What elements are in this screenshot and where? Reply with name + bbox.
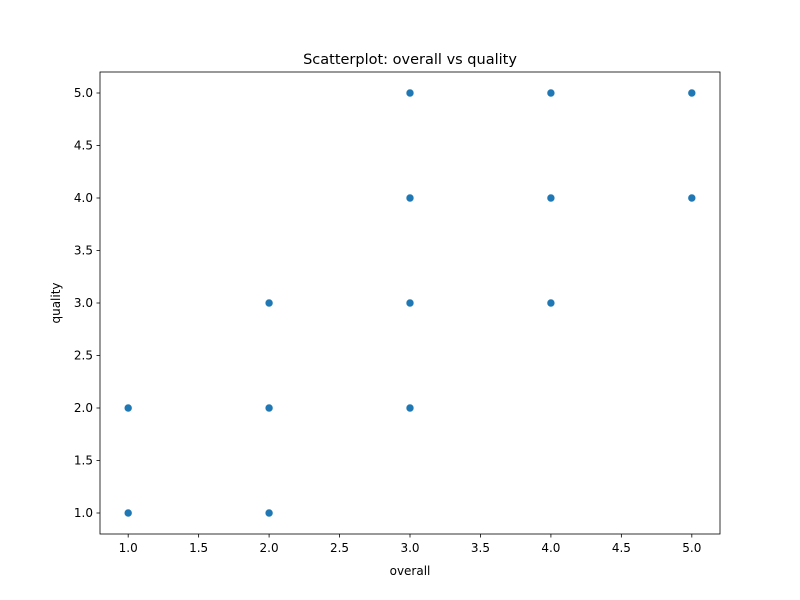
- x-tick-label: 3.5: [471, 541, 490, 555]
- x-tick-label: 1.5: [189, 541, 208, 555]
- y-tick-label: 4.0: [74, 191, 93, 205]
- data-point: [687, 193, 697, 203]
- y-axis-ticks: 1.0 1.5 2.0 2.5 3.0 3.5 4.0 4.5 5.0: [74, 86, 100, 520]
- data-point: [123, 403, 133, 413]
- data-point: [405, 298, 415, 308]
- x-tick-label: 2.5: [330, 541, 349, 555]
- x-tick-label: 3.0: [400, 541, 419, 555]
- data-point: [546, 298, 556, 308]
- x-tick-label: 5.0: [682, 541, 701, 555]
- x-tick-label: 4.0: [541, 541, 560, 555]
- data-point: [264, 403, 274, 413]
- chart-title: Scatterplot: overall vs quality: [303, 52, 517, 68]
- data-point: [405, 193, 415, 203]
- x-tick-label: 4.5: [612, 541, 631, 555]
- y-tick-label: 3.5: [74, 244, 93, 258]
- x-axis-ticks: 1.0 1.5 2.0 2.5 3.0 3.5 4.0 4.5 5.0: [119, 534, 701, 555]
- y-tick-label: 2.5: [74, 349, 93, 363]
- y-axis-label: quality: [49, 282, 63, 323]
- data-point: [687, 88, 697, 98]
- data-point: [405, 403, 415, 413]
- y-tick-label: 2.0: [74, 401, 93, 415]
- data-point: [405, 88, 415, 98]
- data-point: [546, 193, 556, 203]
- data-point: [264, 298, 274, 308]
- y-tick-label: 5.0: [74, 86, 93, 100]
- points-layer: [123, 88, 697, 518]
- x-tick-label: 2.0: [260, 541, 279, 555]
- y-tick-label: 3.0: [74, 296, 93, 310]
- data-point: [123, 508, 133, 518]
- x-axis-label: overall: [390, 564, 431, 578]
- data-point: [264, 508, 274, 518]
- data-point: [546, 88, 556, 98]
- y-tick-label: 4.5: [74, 139, 93, 153]
- y-tick-label: 1.5: [74, 454, 93, 468]
- x-tick-label: 1.0: [119, 541, 138, 555]
- y-tick-label: 1.0: [74, 506, 93, 520]
